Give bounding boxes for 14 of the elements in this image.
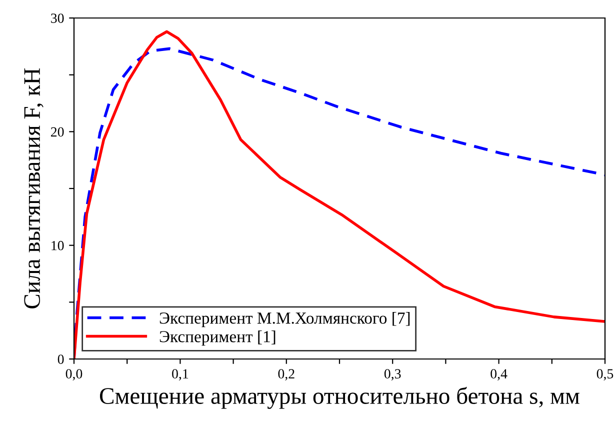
y-tick-label: 0 [58, 354, 64, 364]
x-tick-label: 0,5 [596, 369, 614, 380]
x-tick-label: 0,3 [384, 369, 401, 380]
x-tick-label: 0,4 [490, 369, 508, 380]
legend-label: Эксперимент [1] [160, 330, 276, 346]
y-tick-label: 20 [51, 127, 64, 137]
y-axis-title: Сила вытягивания F, кН [24, 68, 44, 308]
x-axis-title: Смещение арматуры относительно бетона s, мм [100, 386, 580, 409]
x-tick-label: 0,0 [66, 369, 82, 380]
y-tick-label: 10 [52, 240, 64, 250]
x-tick-label: 0,1 [172, 369, 188, 380]
y-tick-label: 30 [51, 14, 64, 23]
x-tick-label: 0,2 [278, 369, 294, 380]
legend-label: Эксперимент М.М.Холмянского [7] [160, 312, 410, 328]
